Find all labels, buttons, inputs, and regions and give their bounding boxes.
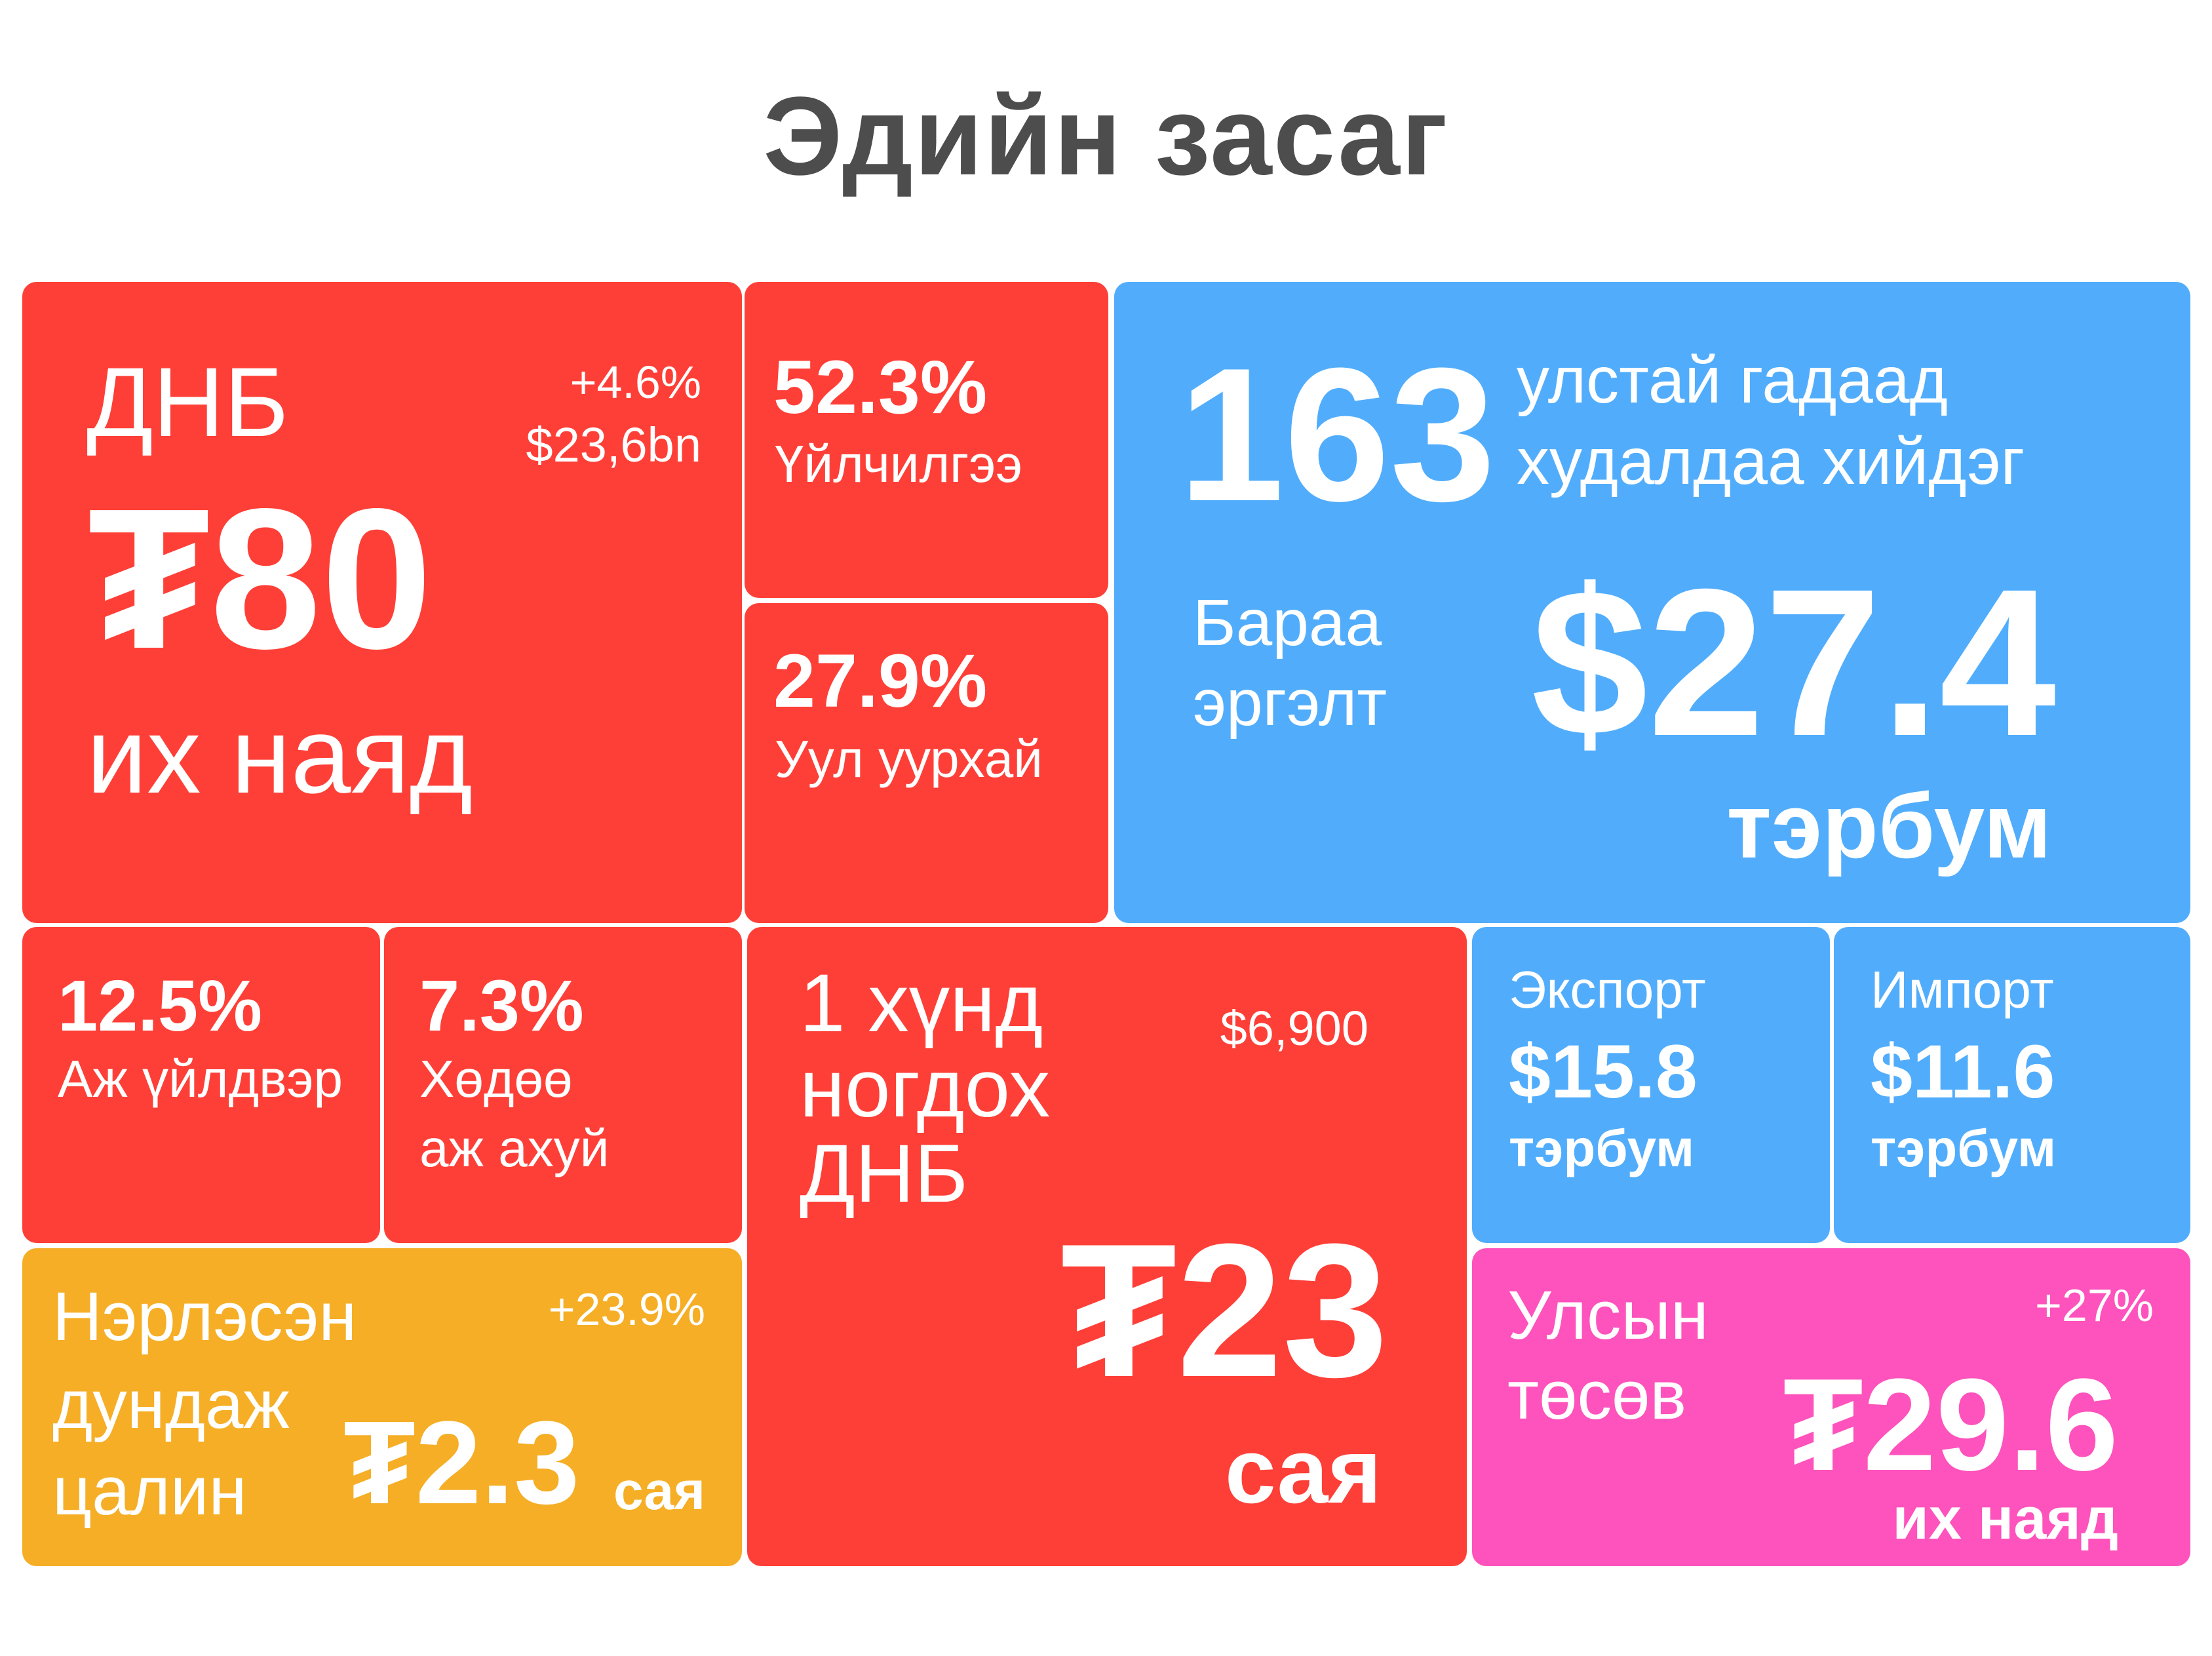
trade-turnover-line1: Бараа	[1193, 586, 1382, 660]
per-capita-card: 1 хүнд ногдох ДНБ $6,900 ₮23 сая	[747, 927, 1467, 1566]
budget-card: Улсын төсөв +27% ₮29.6 их наяд	[1472, 1248, 2190, 1566]
gdp-unit: их наяд	[87, 695, 473, 816]
salary-card: Нэрлэсэн дундаж цалин +23.9% ₮2.3 сая	[22, 1248, 742, 1566]
trade-unit: тэрбум	[1726, 774, 2051, 877]
mining-card: 27.9% Уул уурхай	[745, 603, 1108, 923]
export-unit: тэрбум	[1509, 1119, 1695, 1177]
trade-countries: 163	[1178, 328, 1496, 541]
salary-line3: цалин	[52, 1453, 247, 1529]
page-title: Эдийн засаг	[763, 74, 1449, 199]
budget-growth: +27%	[2035, 1280, 2154, 1331]
per-capita-line3: ДНБ	[800, 1128, 968, 1219]
salary-unit: сая	[613, 1461, 705, 1521]
gdp-value: ₮80	[88, 467, 433, 690]
budget-value: ₮29.6	[1783, 1352, 2118, 1498]
per-capita-unit: сая	[1224, 1419, 1382, 1522]
agriculture-label-line1: Хөдөө	[419, 1050, 573, 1108]
gdp-usd: $23,6bn	[526, 418, 702, 472]
industry-label: Аж үйлдвэр	[58, 1050, 343, 1108]
salary-value: ₮2.3	[343, 1397, 580, 1529]
industry-card: 12.5% Аж үйлдвэр	[22, 927, 380, 1243]
export-card: Экспорт $15.8 тэрбум	[1472, 927, 1830, 1243]
salary-line2: дундаж	[52, 1366, 290, 1443]
gdp-growth: +4.6%	[570, 357, 701, 408]
mining-pct: 27.9%	[773, 639, 988, 723]
budget-line1: Улсын	[1507, 1277, 1709, 1354]
gdp-card: ДНБ +4.6% $23,6bn ₮80 их наяд	[22, 282, 742, 923]
agriculture-pct: 7.3%	[419, 966, 584, 1046]
industry-pct: 12.5%	[58, 966, 262, 1046]
budget-line2: төсөв	[1507, 1357, 1687, 1434]
services-pct: 52.3%	[773, 345, 988, 429]
export-label: Экспорт	[1509, 960, 1706, 1019]
trade-value: $27.4	[1531, 545, 2056, 779]
per-capita-line1: 1 хүнд	[800, 958, 1043, 1049]
import-label: Импорт	[1871, 960, 2054, 1019]
salary-line1: Нэрлэсэн	[52, 1278, 357, 1355]
export-value: $15.8	[1509, 1030, 1698, 1114]
trade-card: 163 улстай гадаад худалдаа хийдэг Бараа …	[1114, 282, 2190, 923]
import-value: $11.6	[1871, 1030, 2055, 1114]
services-card: 52.3% Үйлчилгээ	[745, 282, 1108, 598]
per-capita-usd: $6,900	[1220, 1001, 1368, 1055]
import-unit: тэрбум	[1871, 1119, 2057, 1177]
agriculture-card: 7.3% Хөдөө аж ахуй	[384, 927, 742, 1243]
trade-countries-line1: улстай гадаад	[1517, 344, 1948, 417]
salary-growth: +23.9%	[548, 1284, 705, 1335]
mining-label: Уул уурхай	[775, 730, 1043, 788]
per-capita-value: ₮23	[1060, 1204, 1388, 1417]
gdp-label: ДНБ	[87, 347, 289, 457]
trade-countries-line2: худалдаа хийдэг	[1517, 425, 2025, 498]
services-label: Үйлчилгээ	[775, 435, 1022, 493]
import-card: Импорт $11.6 тэрбум	[1834, 927, 2190, 1243]
budget-unit: их наяд	[1892, 1486, 2118, 1552]
trade-turnover-line2: эргэлт	[1193, 666, 1387, 739]
agriculture-label-line2: аж ахуй	[419, 1119, 610, 1177]
per-capita-line2: ногдох	[800, 1043, 1051, 1134]
